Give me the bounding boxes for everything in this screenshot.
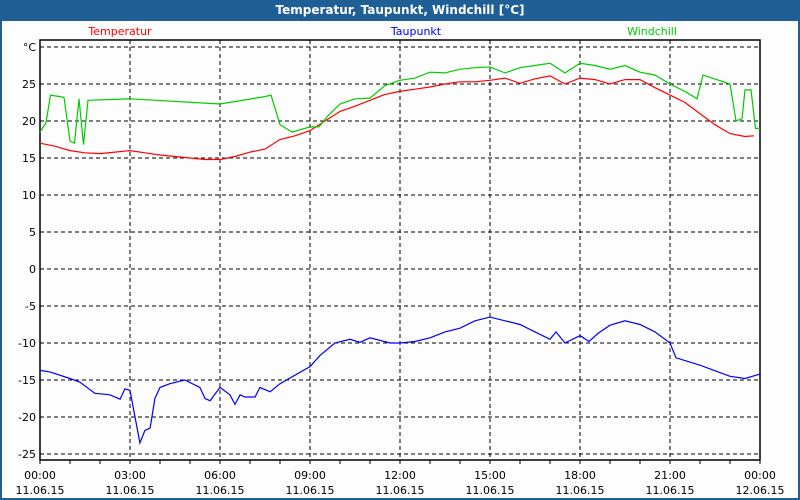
x-tick-time: 06:00: [204, 469, 236, 482]
x-tick-time: 00:00: [744, 469, 776, 482]
legend-taupunkt: Taupunkt: [390, 25, 442, 38]
y-tick-label: 20: [22, 115, 36, 128]
series-line-windchill: [39, 62, 760, 145]
series-line-temperatur: [39, 75, 755, 161]
legend-temperatur: Temperatur: [87, 25, 152, 38]
x-tick-date: 11.06.15: [196, 484, 245, 497]
x-tick-date: 11.06.15: [106, 484, 155, 497]
x-tick-date: 11.06.15: [16, 484, 65, 497]
y-tick-label: -10: [18, 337, 36, 350]
y-tick-label: -15: [18, 374, 36, 387]
x-tick-date: 11.06.15: [466, 484, 515, 497]
x-tick-date: 11.06.15: [556, 484, 605, 497]
x-tick-time: 21:00: [654, 469, 686, 482]
series-line-taupunkt: [39, 316, 761, 446]
x-tick-time: 18:00: [564, 469, 596, 482]
x-tick-date: 11.06.15: [286, 484, 335, 497]
y-tick-label: 25: [22, 78, 36, 91]
y-tick-label: -5: [25, 300, 36, 313]
x-tick-time: 15:00: [474, 469, 506, 482]
x-tick-date: 11.06.15: [376, 484, 425, 497]
x-tick-time: 03:00: [114, 469, 146, 482]
y-tick-label: -20: [18, 411, 36, 424]
x-tick-date: 12.06.15: [736, 484, 785, 497]
y-tick-label: 5: [29, 226, 36, 239]
x-tick-time: 00:00: [24, 469, 56, 482]
y-tick-label: -25: [18, 448, 36, 461]
x-tick-time: 12:00: [384, 469, 416, 482]
line-chart: °C 25 20 15 10 5 0 -5 -10 -15 -20 -25 00:00 11.06.15 0…: [16, 25, 785, 497]
x-tick-time: 09:00: [294, 469, 326, 482]
window-title: Temperatur, Taupunkt, Windchill [°C]: [0, 0, 800, 21]
legend-windchill: Windchill: [627, 25, 677, 38]
y-tick-label: °C: [23, 41, 37, 54]
plot-frame: [39, 39, 761, 461]
x-tick-date: 11.06.15: [646, 484, 695, 497]
chart-panel: °C 25 20 15 10 5 0 -5 -10 -15 -20 -25 00:00 11.06.15 0…: [2, 21, 798, 498]
y-tick-label: 0: [29, 263, 36, 276]
y-tick-label: 10: [22, 189, 36, 202]
y-tick-label: 15: [22, 152, 36, 165]
